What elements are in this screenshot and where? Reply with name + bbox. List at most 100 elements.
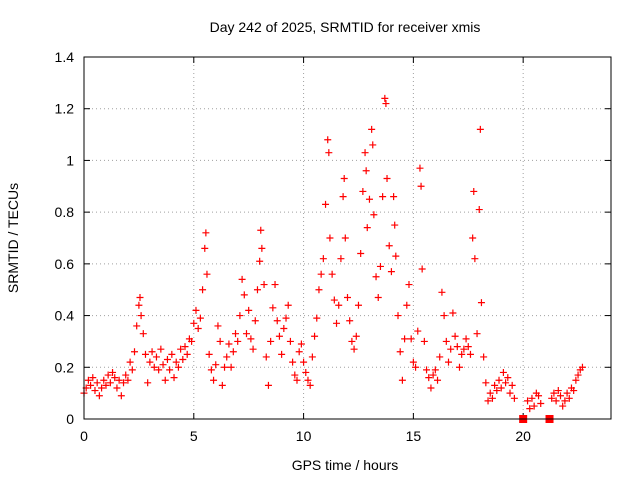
x-tick-label: 0 <box>80 428 88 444</box>
data-point <box>267 337 275 345</box>
data-point <box>412 363 420 371</box>
data-point <box>251 317 259 325</box>
x-tick-label: 20 <box>515 428 531 444</box>
data-point <box>300 358 308 366</box>
data-point <box>308 353 316 361</box>
data-point <box>91 387 99 395</box>
data-point <box>431 366 439 374</box>
data-point <box>278 350 286 358</box>
data-point <box>572 376 580 384</box>
data-point <box>379 193 387 201</box>
data-point <box>499 368 507 376</box>
data-point <box>313 314 321 322</box>
data-point <box>172 358 180 366</box>
data-point <box>89 374 97 382</box>
data-point <box>190 319 198 327</box>
data-point <box>136 293 144 301</box>
data-point <box>177 345 185 353</box>
data-point <box>486 389 494 397</box>
data-point <box>535 392 543 400</box>
data-point <box>236 312 244 320</box>
data-point <box>407 335 415 343</box>
data-point <box>526 405 534 413</box>
data-point <box>340 175 348 183</box>
data-point <box>436 353 444 361</box>
plot-frame <box>83 56 612 420</box>
data-point <box>449 309 457 317</box>
x-tick-label: 15 <box>406 428 422 444</box>
data-point <box>506 389 514 397</box>
data-point <box>183 350 191 358</box>
data-point <box>135 301 143 309</box>
data-point <box>504 374 512 382</box>
data-point <box>524 397 532 405</box>
data-point <box>106 379 114 387</box>
data-point <box>453 343 461 351</box>
data-point <box>297 340 305 348</box>
data-point <box>488 394 496 402</box>
data-point <box>398 376 406 384</box>
data-point <box>304 376 312 384</box>
data-point <box>295 348 303 356</box>
data-point <box>401 335 409 343</box>
y-tick-labels: 0 0.2 0.4 0.6 0.8 1 1.2 1.4 <box>55 49 75 427</box>
data-point <box>234 337 242 345</box>
data-point <box>368 125 376 133</box>
data-point <box>414 327 422 335</box>
data-point <box>385 242 393 250</box>
data-point <box>126 358 134 366</box>
data-point <box>405 281 413 289</box>
data-point <box>95 392 103 400</box>
y-tick-label: 0.4 <box>55 308 75 324</box>
data-point <box>225 340 233 348</box>
data-point <box>141 350 149 358</box>
data-point <box>122 371 130 379</box>
data-point <box>203 270 211 278</box>
data-point <box>445 358 453 366</box>
x-axis-label: GPS time / hours <box>292 457 399 473</box>
data-point <box>253 286 261 294</box>
data-point <box>216 337 224 345</box>
data-point <box>416 164 424 172</box>
data-point <box>559 402 567 410</box>
data-point <box>258 244 266 252</box>
data-point <box>341 234 349 242</box>
data-point <box>434 376 442 384</box>
x-tick-label: 10 <box>296 428 312 444</box>
data-point <box>159 361 167 369</box>
data-point <box>339 193 347 201</box>
data-point <box>344 293 351 301</box>
data-point <box>286 337 294 345</box>
y-tick-label: 1.2 <box>55 101 75 117</box>
data-point <box>214 322 222 330</box>
data-point <box>455 363 463 371</box>
data-point <box>260 281 268 289</box>
data-point <box>484 397 492 405</box>
data-point <box>128 366 136 374</box>
data-point <box>427 384 435 392</box>
data-point <box>565 394 573 402</box>
data-point <box>202 229 210 237</box>
data-point <box>113 384 121 392</box>
data-point <box>137 312 145 320</box>
data-point <box>315 286 323 294</box>
data-point <box>354 301 362 309</box>
data-point <box>212 361 220 369</box>
data-points <box>80 94 586 423</box>
data-point <box>451 332 459 340</box>
data-point <box>429 371 437 379</box>
data-point <box>284 301 292 309</box>
data-point <box>174 363 182 371</box>
data-point <box>104 371 112 379</box>
data-point <box>102 381 110 389</box>
data-point <box>570 387 578 395</box>
data-point <box>396 348 404 356</box>
data-point <box>148 348 156 356</box>
data-point <box>207 366 215 374</box>
grid-lines <box>84 57 611 419</box>
y-tick-label: 0.8 <box>55 204 75 220</box>
data-point <box>491 381 499 389</box>
data-point <box>464 343 472 351</box>
x-tick-labels: 0 5 10 15 20 <box>80 428 531 444</box>
